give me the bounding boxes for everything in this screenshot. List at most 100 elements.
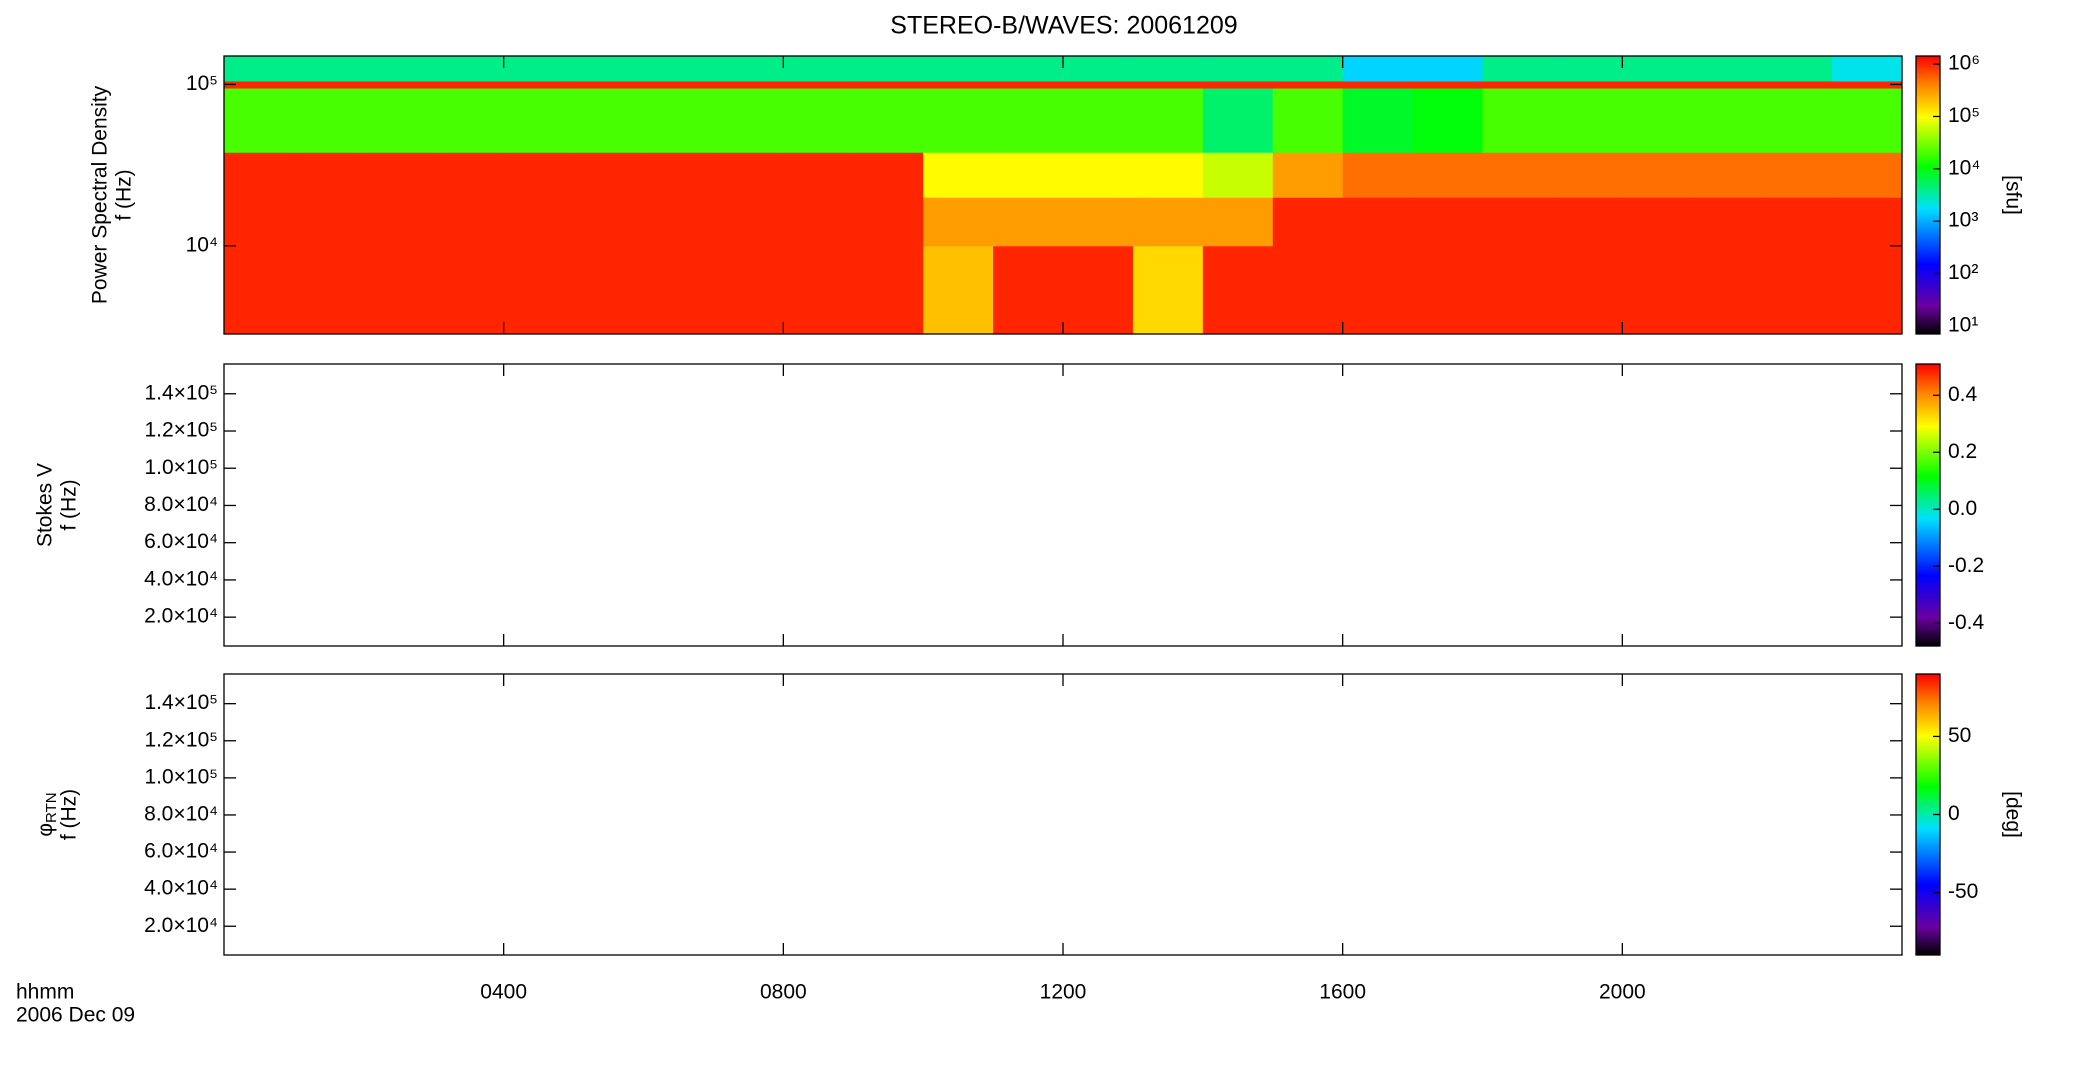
x-tick-label: 1200 — [1040, 981, 1087, 1004]
y-tick-label: 4.0×10⁴ — [144, 877, 218, 900]
heatmap-cell — [1832, 88, 1903, 153]
y-axis-label: Power Spectral Density — [89, 85, 112, 304]
x-axis-label: 2006 Dec 09 — [16, 1004, 135, 1027]
heatmap-cell — [433, 88, 505, 153]
heatmap-cell — [1482, 56, 1553, 82]
heatmap-cell — [1202, 152, 1274, 198]
heatmap-cell — [293, 80, 365, 89]
heatmap-cell — [1482, 197, 1553, 247]
heatmap-cell — [1132, 88, 1204, 153]
colorbar-tick-label: 10¹ — [1948, 313, 1978, 336]
heatmap-cell — [433, 80, 505, 89]
heatmap-cell — [1272, 80, 1344, 89]
heatmap-cell — [1552, 152, 1623, 198]
heatmap-cell — [573, 152, 644, 198]
y-tick-label: 1.2×10⁵ — [144, 728, 218, 751]
colorbar-tick-label: -0.2 — [1948, 554, 1984, 577]
heatmap-cell — [1692, 80, 1763, 89]
colorbar-tick-label: 10² — [1948, 261, 1978, 284]
heatmap-cell — [293, 197, 365, 247]
colorbar-tick-label: 10⁶ — [1948, 52, 1980, 75]
heatmap-cell — [993, 197, 1064, 247]
y-tick-label: 1.2×10⁵ — [144, 419, 218, 442]
y-tick-label: 1.4×10⁵ — [144, 691, 218, 714]
heatmap-cell — [1482, 80, 1553, 89]
y-tick-label: 6.0×10⁴ — [144, 530, 218, 553]
colorbar — [1915, 363, 1941, 647]
heatmap-cell — [503, 56, 575, 82]
heatmap-cell — [1412, 80, 1483, 89]
plot-frame — [223, 363, 1903, 647]
colorbar-tick-label: 0.2 — [1948, 440, 1977, 463]
heatmap-cell — [923, 197, 994, 247]
heatmap-cell — [853, 80, 924, 89]
y-axis-label: f (Hz) — [113, 169, 136, 220]
heatmap-cell — [1063, 88, 1134, 153]
heatmap-cell — [433, 197, 505, 247]
y-axis-label: f (Hz) — [58, 479, 81, 530]
heatmap-cell — [1412, 56, 1483, 82]
heatmap-cell — [1272, 245, 1344, 335]
x-tick-label: 0800 — [760, 981, 807, 1004]
heatmap-cell — [433, 56, 505, 82]
y-axis-label-subscript: RTN — [43, 792, 60, 823]
heatmap-cell — [433, 245, 505, 335]
colorbar-label: [sfu] — [2001, 175, 2024, 215]
heatmap-cell — [573, 80, 644, 89]
colorbar-tick-label: 10⁵ — [1948, 104, 1980, 127]
heatmap-cell — [1412, 245, 1483, 335]
heatmap-cell — [1342, 245, 1414, 335]
heatmap-cell — [1622, 152, 1693, 198]
heatmap-cell — [1622, 80, 1693, 89]
heatmap-cell — [713, 245, 784, 335]
colorbar-tick-label: 10⁴ — [1948, 156, 1980, 179]
plot-frame — [223, 673, 1903, 956]
heatmap-cell — [363, 197, 435, 247]
heatmap-cell — [1552, 245, 1623, 335]
heatmap-cell — [713, 80, 784, 89]
heatmap-cell — [1762, 152, 1833, 198]
heatmap-cell — [783, 80, 854, 89]
heatmap-cell — [1832, 80, 1903, 89]
heatmap-cell — [1272, 56, 1344, 82]
heatmap-cell — [1692, 56, 1763, 82]
colorbar-tick-label: -50 — [1948, 880, 1978, 903]
heatmap-cell — [923, 245, 994, 335]
heatmap-cell — [993, 152, 1064, 198]
y-axis-label: f (Hz) — [58, 789, 81, 840]
heatmap-cell — [1132, 152, 1204, 198]
heatmap-cell — [1482, 88, 1553, 153]
heatmap-cell — [1692, 152, 1763, 198]
heatmap-cell — [643, 56, 714, 82]
heatmap-cell — [1132, 245, 1204, 335]
x-tick-label: 0400 — [480, 981, 527, 1004]
heatmap-cell — [293, 88, 365, 153]
heatmap-cell — [503, 245, 575, 335]
heatmap-cell — [1132, 197, 1204, 247]
x-tick-label: 1600 — [1319, 981, 1366, 1004]
heatmap-cell — [1272, 152, 1344, 198]
heatmap-cell — [853, 197, 924, 247]
y-axis-label: φRTN — [34, 792, 60, 836]
heatmap-cell — [1552, 56, 1623, 82]
heatmap-cell — [224, 88, 295, 153]
heatmap-cell — [433, 152, 505, 198]
heatmap-cell — [293, 245, 365, 335]
x-tick-label: 2000 — [1599, 981, 1646, 1004]
heatmap-cell — [573, 88, 644, 153]
heatmap-cell — [293, 56, 365, 82]
heatmap-cell — [224, 56, 295, 82]
heatmap-cell — [853, 56, 924, 82]
heatmap-cell — [224, 152, 295, 198]
heatmap-cell — [1202, 88, 1274, 153]
colorbar-label: [deg] — [2001, 791, 2024, 838]
y-tick-label: 1.4×10⁵ — [144, 381, 218, 404]
heatmap-cell — [1622, 245, 1693, 335]
heatmap-cell — [1832, 245, 1903, 335]
heatmap-cell — [783, 56, 854, 82]
heatmap-cell — [224, 197, 295, 247]
heatmap-cell — [293, 152, 365, 198]
heatmap-cell — [643, 245, 714, 335]
y-tick-label: 2.0×10⁴ — [144, 605, 218, 628]
heatmap-cell — [1412, 88, 1483, 153]
